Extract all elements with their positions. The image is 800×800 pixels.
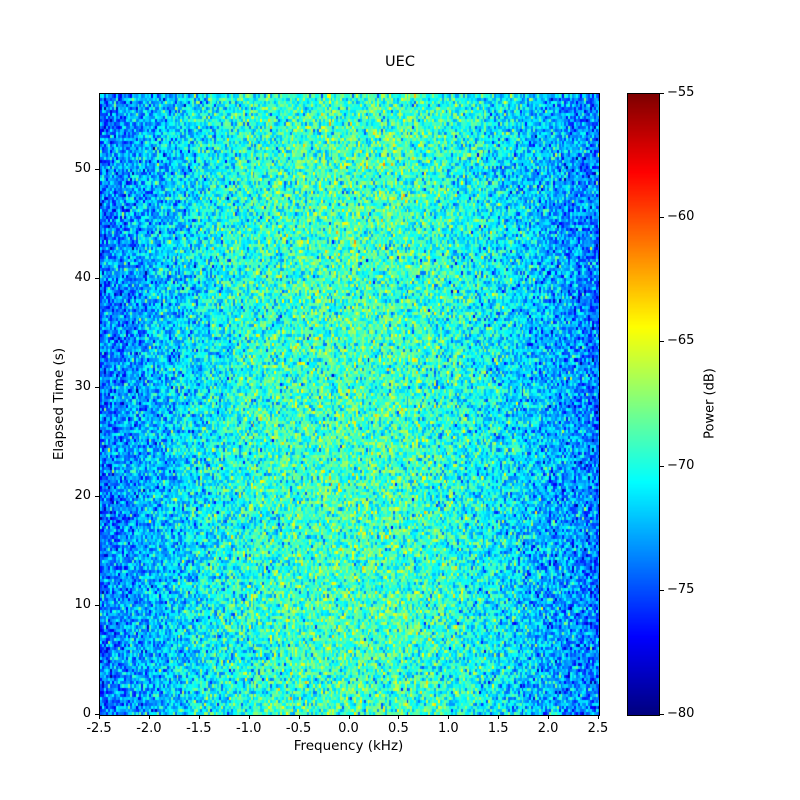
x-tick-label: 1.5 <box>487 721 509 736</box>
y-tick-label: 10 <box>74 597 91 613</box>
y-tick-mark <box>95 169 99 171</box>
y-tick-mark <box>95 387 99 389</box>
colorbar-tick-mark <box>660 589 664 591</box>
x-tick-label: 2.5 <box>587 721 609 736</box>
x-tick-label: -2.5 <box>86 721 112 736</box>
y-tick-label: 50 <box>74 161 91 177</box>
y-tick-mark <box>95 605 99 607</box>
x-tick-mark <box>448 715 450 719</box>
spectrogram-image <box>100 94 599 715</box>
x-tick-mark <box>598 715 599 719</box>
colorbar <box>627 93 660 716</box>
x-tick-mark <box>198 715 200 719</box>
colorbar-tick-label: −60 <box>667 209 695 225</box>
colorbar-tick-label: −80 <box>667 706 695 721</box>
colorbar-tick-mark <box>660 93 664 94</box>
y-tick-mark <box>95 714 99 715</box>
x-tick-mark <box>398 715 400 719</box>
y-tick-label: 40 <box>74 270 91 286</box>
plot-title: UEC <box>385 54 415 70</box>
x-tick-label: -1.5 <box>186 721 212 736</box>
y-tick-label: 30 <box>74 379 91 395</box>
y-axis-label: Elapsed Time (s) <box>51 347 67 461</box>
x-tick-label: 2.0 <box>537 721 559 736</box>
colorbar-tick-label: −75 <box>667 581 695 597</box>
x-tick-mark <box>298 715 300 719</box>
y-tick-mark <box>95 496 99 498</box>
x-tick-mark <box>99 715 100 719</box>
x-tick-mark <box>248 715 250 719</box>
colorbar-tick-mark <box>660 714 664 715</box>
x-axis-label: Frequency (kHz) <box>293 738 404 754</box>
x-tick-label: -1.0 <box>236 721 262 736</box>
spectrogram-plot-area <box>99 93 600 716</box>
x-tick-mark <box>548 715 550 719</box>
colorbar-tick-label: −55 <box>667 85 695 100</box>
colorbar-gradient <box>628 94 659 715</box>
colorbar-tick-label: −70 <box>667 457 695 473</box>
colorbar-label: Power (dB) <box>702 368 718 439</box>
y-tick-label: 0 <box>82 706 91 721</box>
x-tick-mark <box>348 715 350 719</box>
x-tick-label: -0.5 <box>285 721 312 736</box>
x-tick-label: -2.0 <box>136 721 162 736</box>
x-tick-label: 0.0 <box>338 721 359 736</box>
colorbar-tick-mark <box>660 341 664 343</box>
x-tick-mark <box>148 715 150 719</box>
colorbar-tick-mark <box>660 465 664 467</box>
x-tick-label: 0.5 <box>388 721 409 736</box>
colorbar-tick-label: −65 <box>667 333 695 349</box>
x-tick-mark <box>498 715 500 719</box>
x-tick-label: 1.0 <box>437 721 459 736</box>
y-tick-label: 20 <box>74 488 91 504</box>
y-tick-mark <box>95 278 99 280</box>
colorbar-tick-mark <box>660 217 664 219</box>
